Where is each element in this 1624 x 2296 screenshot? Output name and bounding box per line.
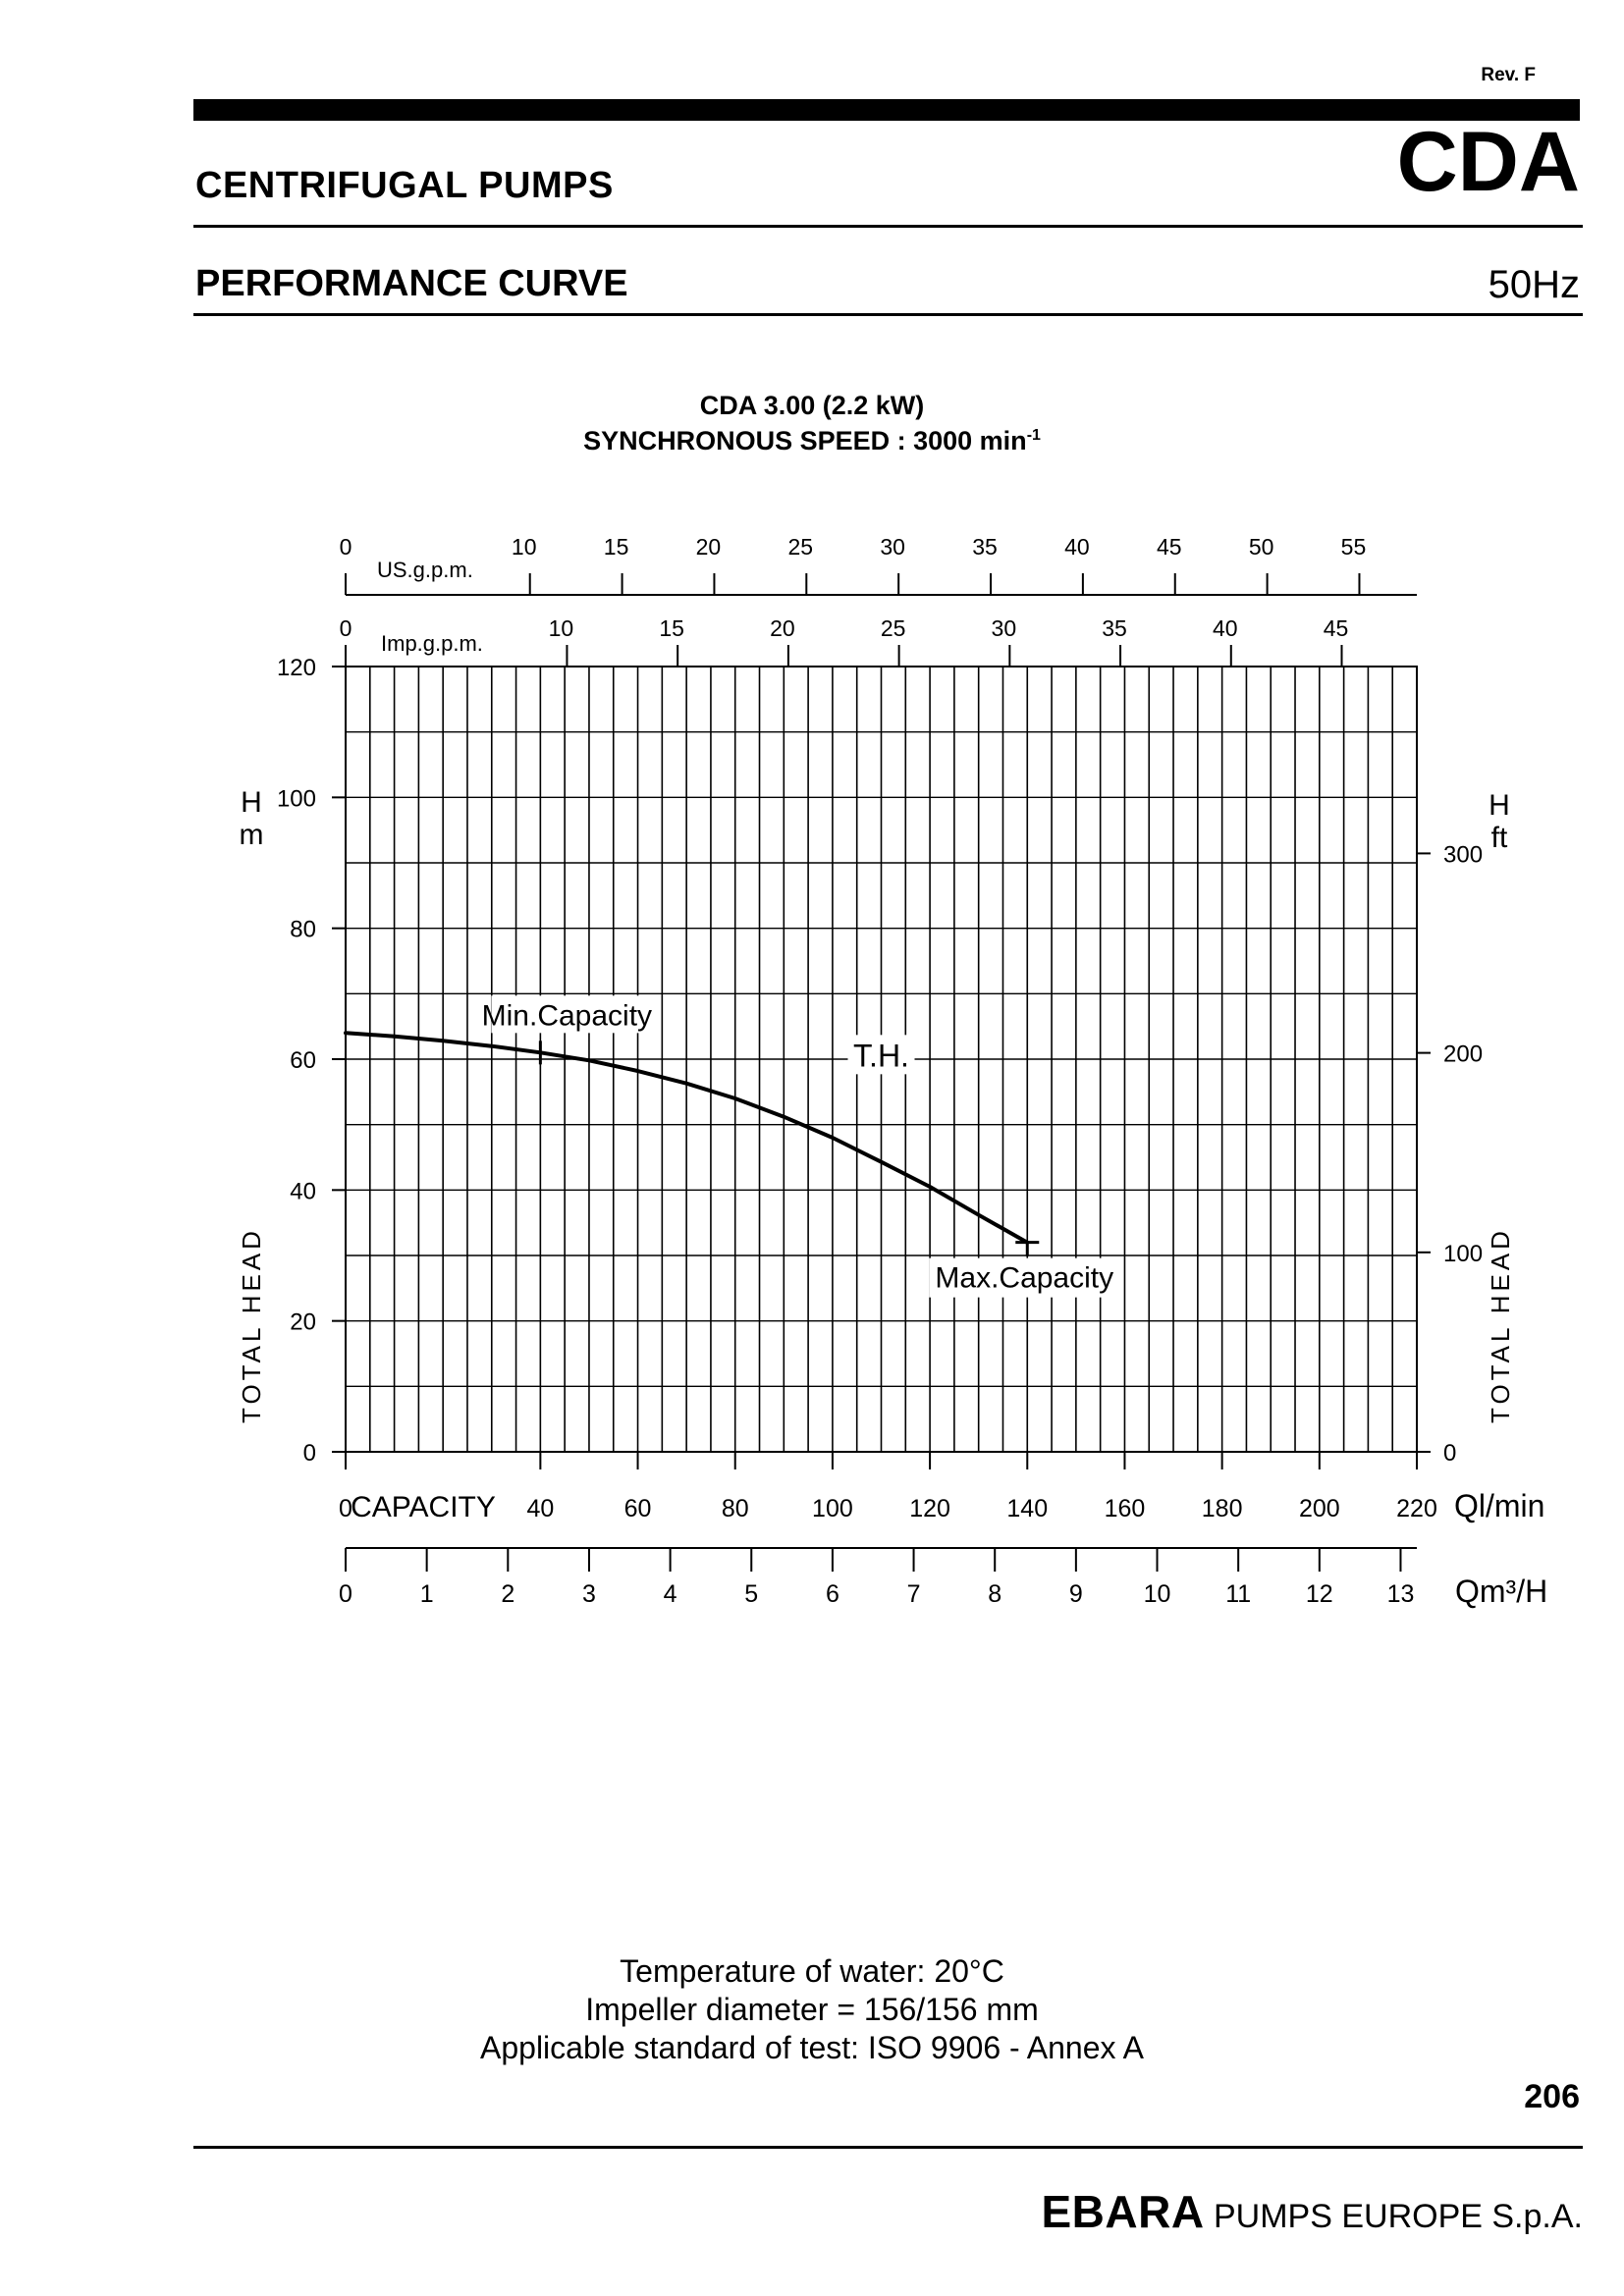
m3h-tick-label: 4 <box>664 1580 677 1608</box>
brand-footer: EBARA PUMPS EUROPE S.p.A. <box>1041 2185 1583 2238</box>
min-capacity-label-bg <box>491 995 643 1034</box>
x-tick-label: 60 <box>624 1495 652 1522</box>
section-title: PERFORMANCE CURVE <box>195 263 628 304</box>
x-tick-label: 80 <box>722 1495 749 1522</box>
y-axis-title-right: TOTAL HEAD <box>1486 1227 1515 1423</box>
usgpm-tick-label: 10 <box>512 534 537 560</box>
x-axis-title: CAPACITY <box>351 1491 496 1523</box>
m3h-tick-label: 9 <box>1069 1580 1083 1608</box>
y-tick-label: 80 <box>290 917 316 943</box>
y-unit-right-top: H <box>1489 789 1510 822</box>
usgpm-unit-label: US.g.p.m. <box>377 558 473 582</box>
footer-temperature: Temperature of water: 20°C <box>620 1953 1004 1989</box>
x-tick-label: 200 <box>1299 1495 1340 1522</box>
impgpm-tick-label: 40 <box>1213 615 1238 641</box>
m3h-tick-label: 10 <box>1144 1580 1171 1608</box>
min-capacity-label: Min.Capacity <box>482 999 652 1032</box>
y-right-tick-label: 0 <box>1443 1440 1456 1467</box>
category-title: CENTRIFUGAL PUMPS <box>195 165 614 206</box>
x-tick-label: 0 <box>339 1495 352 1522</box>
impgpm-tick-label: 30 <box>992 615 1017 641</box>
m3h-tick-label: 2 <box>501 1580 514 1608</box>
y-right-tick-label: 100 <box>1443 1241 1483 1267</box>
m3h-tick-label: 13 <box>1387 1580 1415 1608</box>
m3h-tick-label: 8 <box>988 1580 1001 1608</box>
footer-standard: Applicable standard of test: ISO 9906 - … <box>480 2030 1144 2065</box>
max-capacity-label: Max.Capacity <box>935 1262 1113 1295</box>
revision-label: Rev. F <box>1481 65 1536 85</box>
th-label-bg <box>847 1035 915 1075</box>
x-tick-label: 120 <box>909 1495 950 1522</box>
frequency-label: 50Hz <box>1488 263 1580 306</box>
y-right-tick-label: 300 <box>1443 841 1483 868</box>
x-tick-label: 180 <box>1202 1495 1243 1522</box>
y-unit-right-bottom: ft <box>1491 822 1508 854</box>
chart-title: CDA 3.00 (2.2 kW) <box>699 391 925 420</box>
usgpm-tick-label: 25 <box>788 534 814 560</box>
m3h-tick-label: 1 <box>420 1580 434 1608</box>
footer-impeller: Impeller diameter = 156/156 mm <box>585 1992 1039 2027</box>
m3h-tick-label: 5 <box>744 1580 758 1608</box>
usgpm-tick-label: 55 <box>1341 534 1367 560</box>
m3h-tick-label: 7 <box>907 1580 921 1608</box>
usgpm-tick-label: 50 <box>1249 534 1274 560</box>
y-tick-label: 0 <box>303 1440 316 1467</box>
usgpm-tick-label: 0 <box>340 534 352 560</box>
x-tick-label: 100 <box>812 1495 853 1522</box>
model-title: CDA <box>1396 115 1580 209</box>
usgpm-tick-label: 15 <box>604 534 629 560</box>
usgpm-tick-label: 20 <box>696 534 722 560</box>
impgpm-tick-label: 15 <box>659 615 684 641</box>
impgpm-unit-label: Imp.g.p.m. <box>381 631 483 656</box>
header-rule <box>193 225 1583 228</box>
m3h-tick-label: 11 <box>1225 1580 1251 1608</box>
x-tick-label: 40 <box>526 1495 554 1522</box>
m3h-unit-label: Qm³/H <box>1455 1574 1547 1609</box>
m3h-tick-label: 0 <box>339 1580 352 1608</box>
usgpm-tick-label: 35 <box>972 534 998 560</box>
impgpm-tick-label: 45 <box>1324 615 1349 641</box>
chart-series: Min.Capacity Max.Capacity T.H. <box>344 995 1120 1298</box>
impgpm-tick-label: 20 <box>770 615 795 641</box>
section-rule <box>193 313 1583 316</box>
impgpm-tick-label: 25 <box>881 615 906 641</box>
chart-subtitle-sup: -1 <box>1026 427 1041 444</box>
chart-grid <box>345 666 1418 1453</box>
brand-name: EBARA <box>1041 2186 1205 2237</box>
footer-rule <box>193 2146 1583 2149</box>
x-tick-label: 140 <box>1006 1495 1048 1522</box>
brand-suffix: PUMPS EUROPE S.p.A. <box>1204 2198 1583 2235</box>
x-tick-label: 220 <box>1396 1495 1437 1522</box>
usgpm-tick-label: 45 <box>1157 534 1182 560</box>
m3h-tick-label: 3 <box>582 1580 596 1608</box>
th-label: T.H. <box>853 1038 909 1073</box>
y-tick-label: 40 <box>290 1178 316 1204</box>
y-unit-left-top: H <box>241 786 262 819</box>
chart-axes <box>332 573 1431 1572</box>
impgpm-tick-label: 10 <box>549 615 574 641</box>
m3h-tick-label: 12 <box>1306 1580 1333 1608</box>
max-capacity-label-bg <box>929 1257 1120 1298</box>
page-number: 206 <box>1524 2078 1580 2115</box>
y-tick-label: 100 <box>277 785 316 812</box>
usgpm-tick-label: 40 <box>1064 534 1090 560</box>
header-bar <box>193 99 1580 121</box>
impgpm-tick-label: 0 <box>340 615 352 641</box>
y-axis-title-left: TOTAL HEAD <box>237 1227 266 1423</box>
impgpm-tick-label: 35 <box>1102 615 1127 641</box>
chart-subtitle-text: SYNCHRONOUS SPEED : 3000 min <box>583 426 1027 455</box>
chart-subtitle: SYNCHRONOUS SPEED : 3000 min-1 <box>0 426 1624 456</box>
m3h-tick-label: 6 <box>826 1580 839 1608</box>
y-right-tick-label: 200 <box>1443 1041 1483 1068</box>
x-tick-label: 160 <box>1105 1495 1146 1522</box>
y-tick-label: 60 <box>290 1047 316 1074</box>
y-unit-left-bottom: m <box>240 819 264 851</box>
th-curve <box>344 1031 1030 1245</box>
y-tick-label: 120 <box>277 655 316 681</box>
usgpm-tick-label: 30 <box>880 534 905 560</box>
y-tick-label: 20 <box>290 1309 316 1336</box>
x-unit-label: Ql/min <box>1454 1488 1544 1523</box>
